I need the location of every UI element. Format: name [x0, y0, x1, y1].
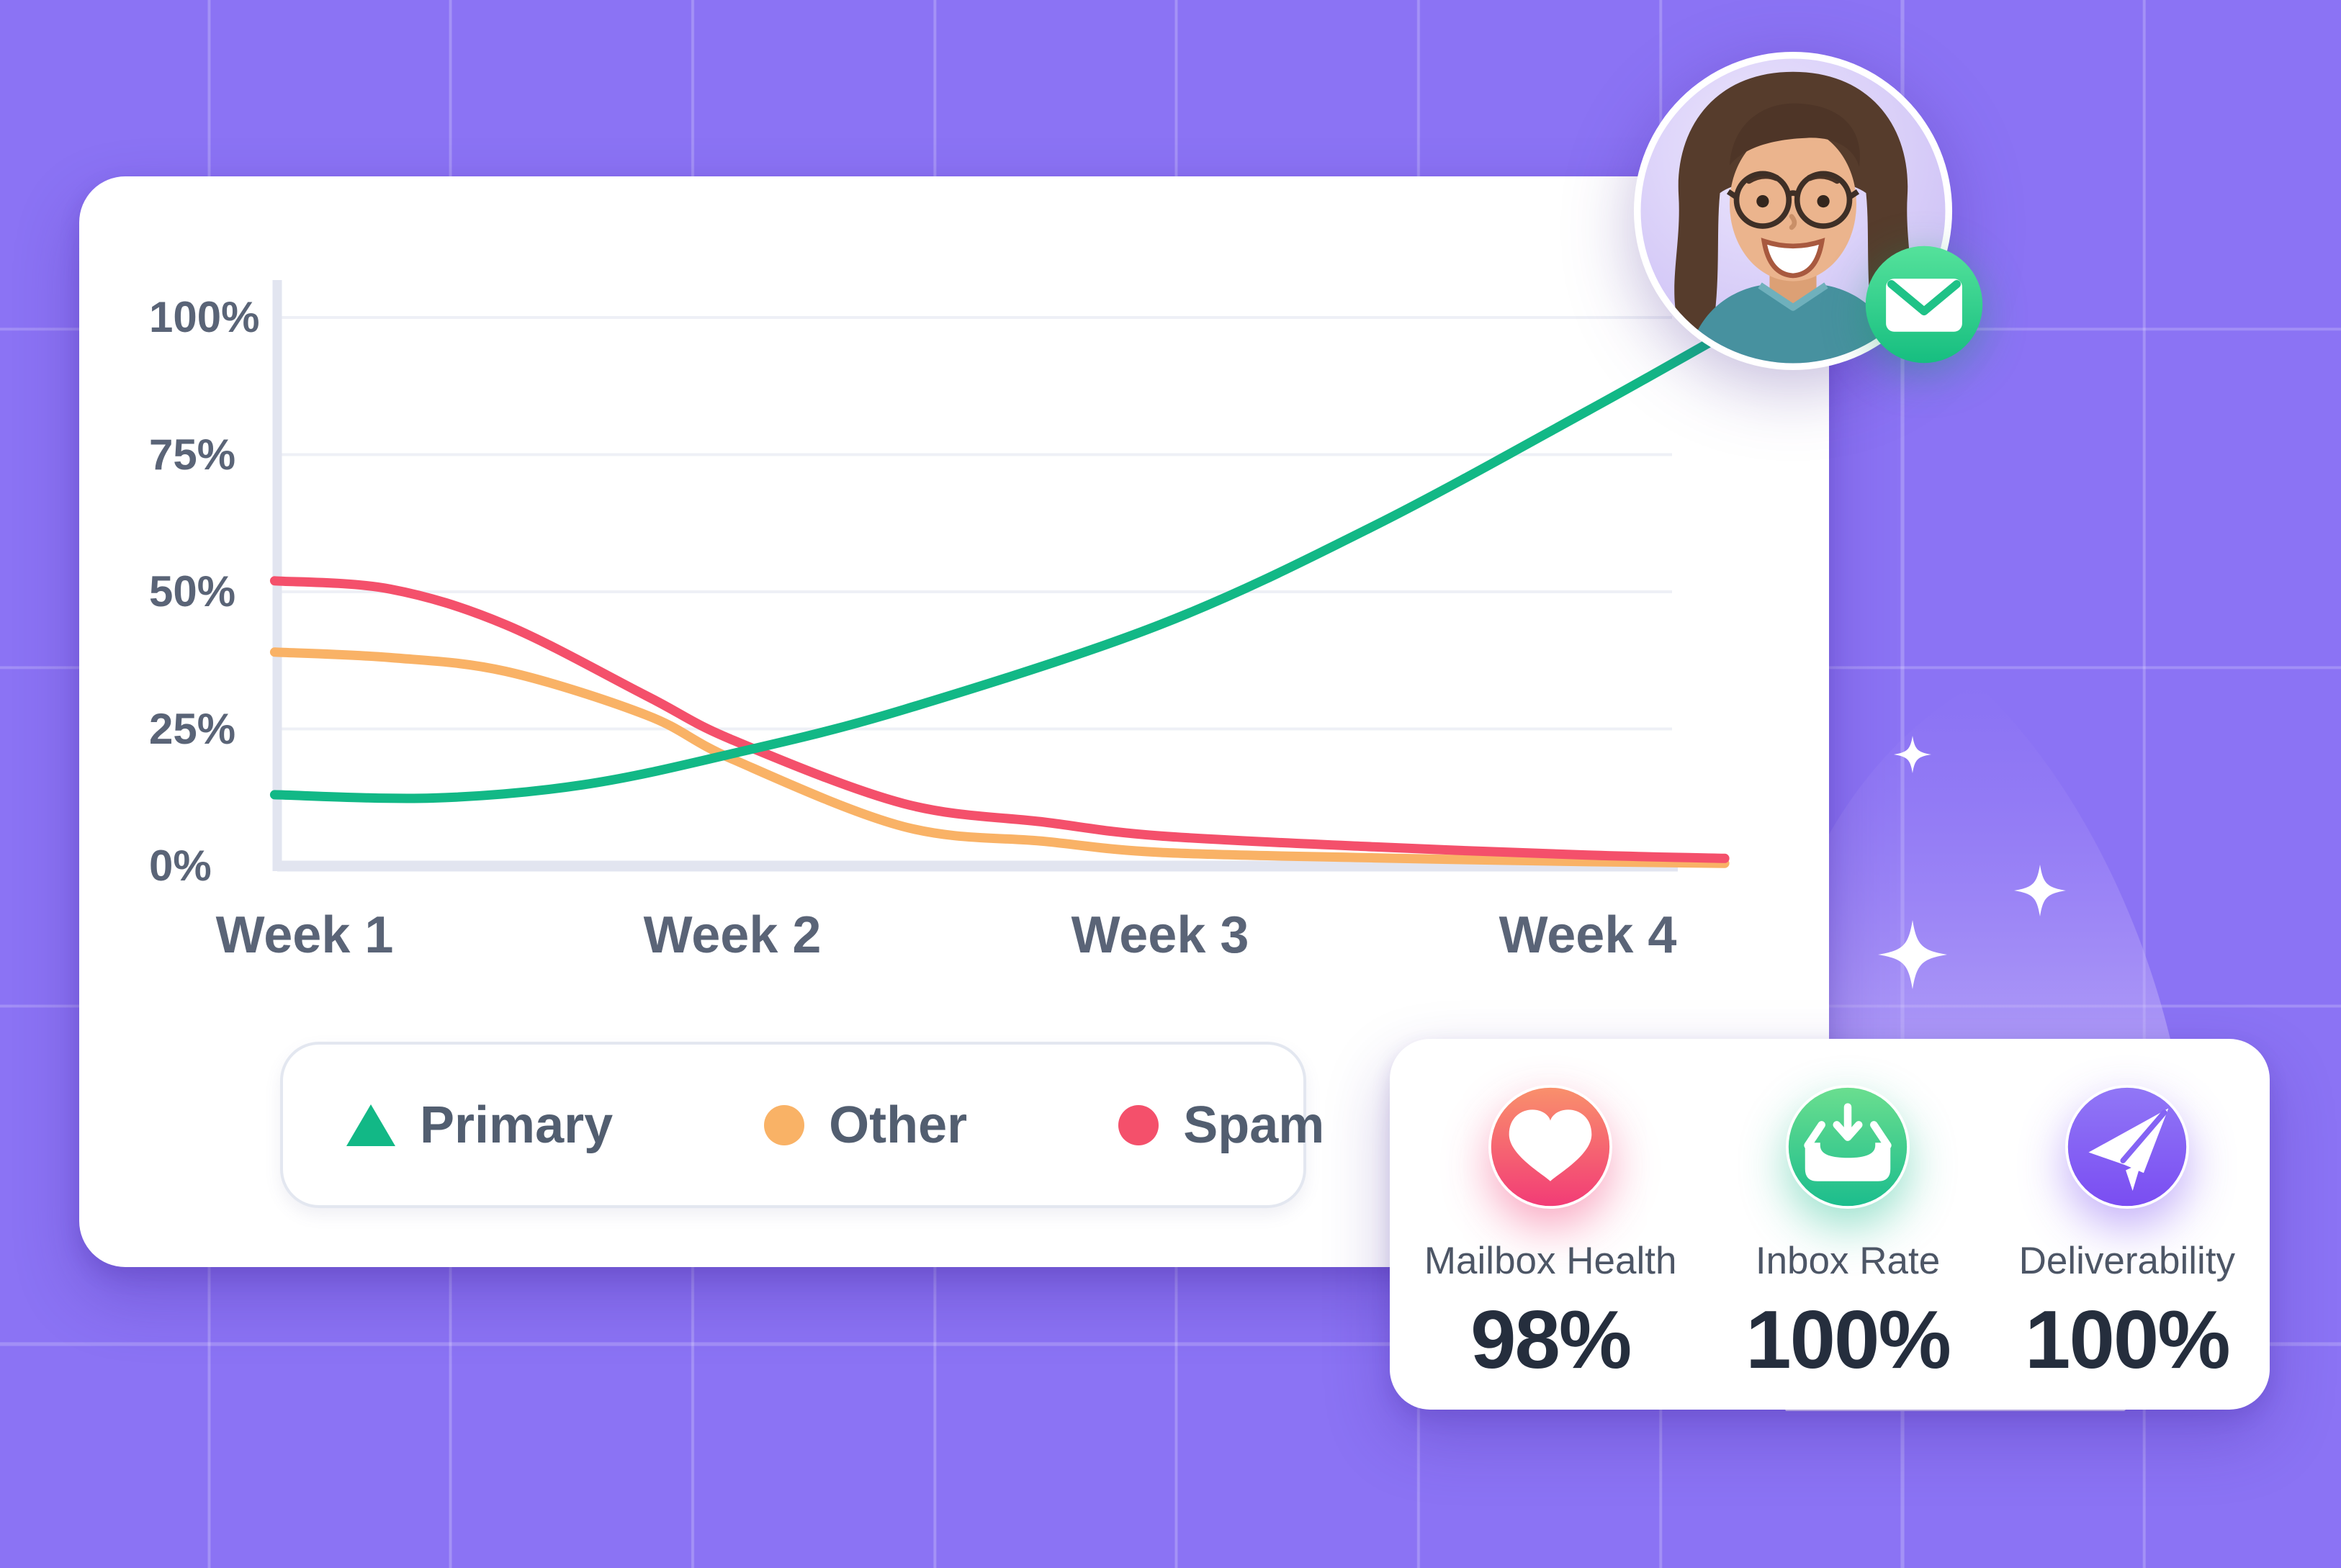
legend-label: Spam: [1183, 1096, 1325, 1154]
y-axis-label: 50%: [149, 567, 236, 616]
legend-item-primary: Primary: [346, 1096, 613, 1155]
envelope-icon: [1865, 245, 1983, 364]
circle-marker-icon: [1118, 1104, 1159, 1145]
stat-value: 98%: [1470, 1294, 1632, 1386]
sparkle-icon: [2007, 857, 2073, 924]
legend-label: Primary: [420, 1096, 614, 1154]
inbox-arrow-down-icon: [1788, 1087, 1908, 1207]
stats-card: Mailbox Health 98% Inbox Rate 100%: [1390, 1039, 2270, 1410]
stat-deliverability: Deliverability 100%: [2019, 1085, 2235, 1387]
heart-icon: [1491, 1087, 1610, 1207]
stat-inbox-rate: Inbox Rate 100%: [1745, 1085, 1951, 1387]
stat-value: 100%: [2025, 1294, 2231, 1386]
x-axis-label: Week 1: [215, 906, 394, 964]
y-axis-label: 75%: [149, 431, 236, 479]
legend-label: Other: [829, 1096, 968, 1154]
legend-item-other: Other: [764, 1096, 967, 1155]
paper-plane-icon: [2067, 1087, 2187, 1207]
triangle-marker-icon: [346, 1104, 395, 1146]
y-axis-label: 100%: [149, 293, 260, 341]
stat-label: Deliverability: [2018, 1240, 2236, 1282]
chart-legend: Primary Other Spam: [280, 1042, 1324, 1208]
y-axis-label: 0%: [149, 842, 212, 890]
line-chart: [269, 280, 1730, 872]
stat-value: 100%: [1745, 1294, 1951, 1386]
x-axis-label: Week 2: [643, 906, 822, 964]
y-axis-label: 25%: [149, 705, 236, 753]
envelope-badge: [1863, 243, 1985, 366]
circle-marker-icon: [764, 1104, 805, 1145]
stat-mailbox-health: Mailbox Health 98%: [1424, 1085, 1677, 1387]
sparkle-icon: [1888, 730, 1937, 779]
x-axis-label: Week 3: [1071, 906, 1249, 964]
legend-item-spam: Spam: [1118, 1096, 1324, 1155]
x-axis-label: Week 4: [1498, 906, 1677, 964]
stat-label: Mailbox Health: [1424, 1240, 1677, 1282]
stat-label: Inbox Rate: [1755, 1240, 1941, 1282]
sparkle-icon: [1869, 911, 1956, 998]
